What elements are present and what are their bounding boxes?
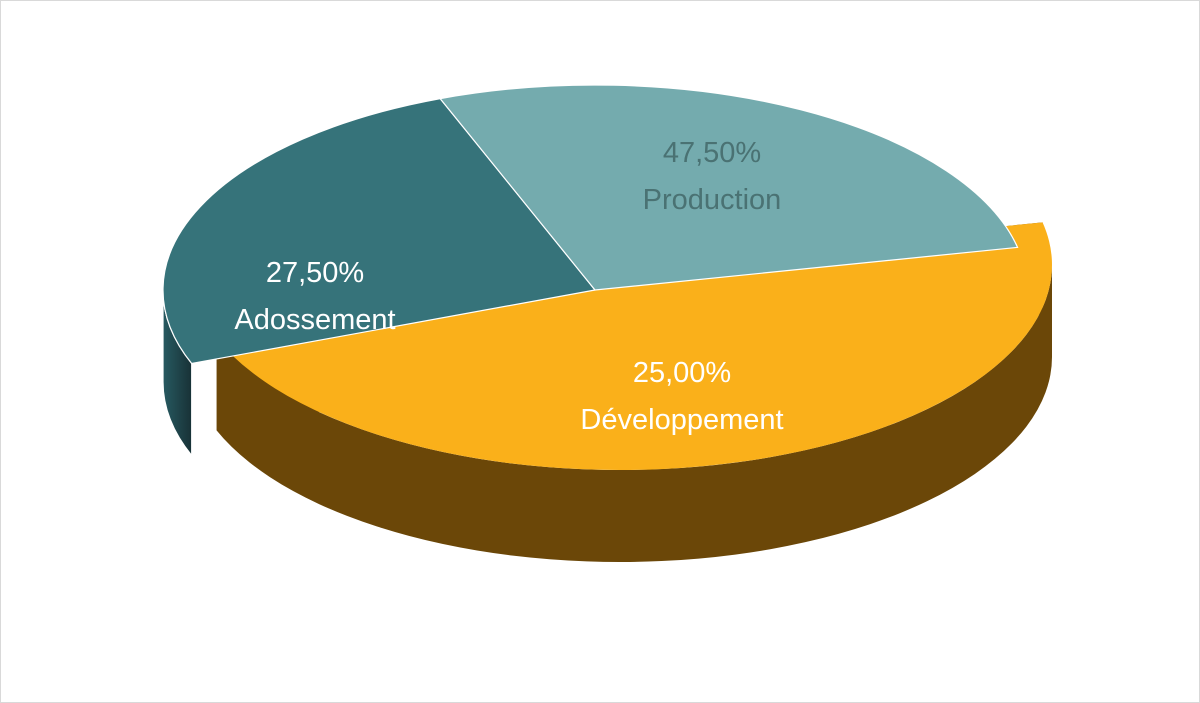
slice-production-value-label: 47,50% xyxy=(663,137,761,169)
slice-adossement-value-label: 27,50% xyxy=(266,257,364,289)
slice-production-side xyxy=(216,265,1053,562)
slice-developpement-category-label: Développement xyxy=(580,404,783,436)
slice-developpement[interactable] xyxy=(162,97,597,365)
slice-production[interactable] xyxy=(216,222,1053,471)
slice-developpement-value-label: 25,00% xyxy=(633,357,731,389)
slice-production-category-label: Production xyxy=(643,184,782,216)
slice-adossement[interactable] xyxy=(439,84,1019,291)
slice-adossement-category-label: Adossement xyxy=(234,304,395,336)
